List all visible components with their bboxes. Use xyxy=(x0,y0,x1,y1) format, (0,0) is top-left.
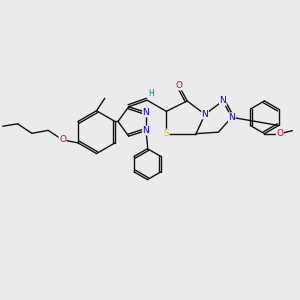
Text: S: S xyxy=(164,129,169,138)
Text: O: O xyxy=(276,129,284,138)
Text: N: N xyxy=(228,113,235,122)
Text: N: N xyxy=(219,97,226,106)
Text: N: N xyxy=(142,126,149,135)
Text: O: O xyxy=(59,135,66,144)
Text: N: N xyxy=(202,110,208,119)
Text: H: H xyxy=(148,89,154,98)
Text: O: O xyxy=(175,81,182,90)
Text: N: N xyxy=(142,108,149,117)
